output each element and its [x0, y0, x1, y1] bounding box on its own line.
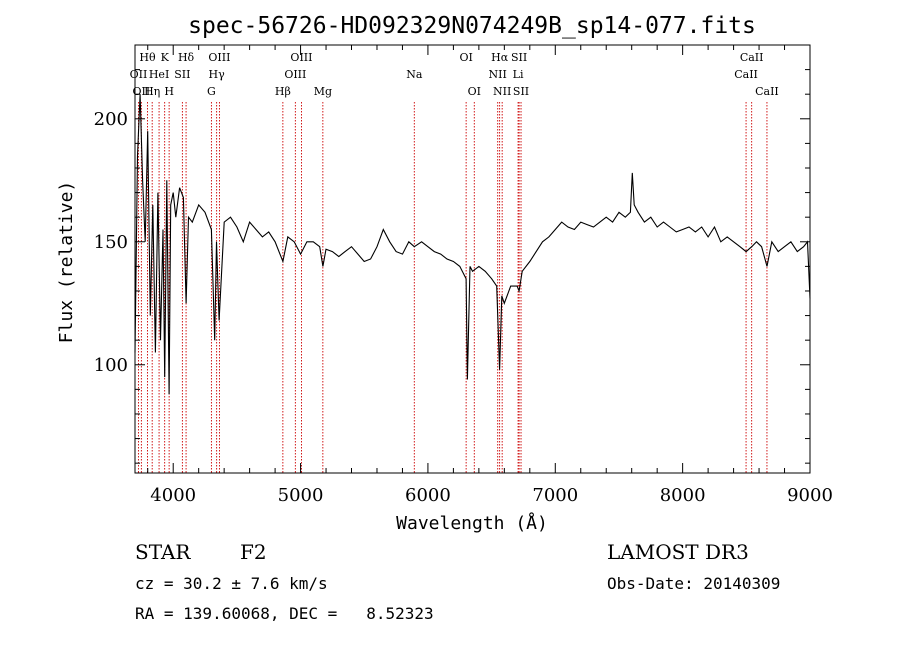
line-label-21: NII — [493, 85, 511, 98]
line-label-9: G — [207, 85, 216, 98]
line-label-8: Hδ — [178, 51, 195, 64]
line-label-18: OI — [468, 85, 481, 98]
survey-name: LAMOST DR3 — [607, 540, 749, 564]
chart-title: spec-56726-HD092329N074249B_sp14-077.fit… — [188, 13, 756, 39]
line-label-5: K — [161, 51, 170, 64]
line-label-6: H — [164, 85, 174, 98]
y-axis-label: Flux (relative) — [56, 181, 77, 344]
line-label-10: Hγ — [209, 68, 226, 81]
line-label-25: CaII — [734, 68, 758, 81]
coordinates: RA = 139.60068, DEC = 8.52323 — [135, 604, 434, 623]
line-label-13: OIII — [284, 68, 306, 81]
spectral-line-markers — [137, 102, 768, 473]
plot-frame — [134, 44, 811, 474]
obs-date: Obs-Date: 20140309 — [607, 574, 780, 593]
y-tick-label-2: 200 — [94, 109, 128, 130]
line-label-15: Mg — [314, 85, 332, 98]
line-label-27: CaII — [755, 85, 779, 98]
x-tick-label-1: 5000 — [278, 485, 324, 506]
spectrum-line — [134, 94, 811, 395]
x-tick-label-5: 9000 — [787, 485, 833, 506]
line-label-4: HeI — [149, 68, 169, 81]
line-label-11: OIII — [208, 51, 230, 64]
line-label-1: OII — [133, 85, 151, 98]
x-tick-label-4: 8000 — [660, 485, 706, 506]
object-type: STAR — [135, 540, 191, 564]
line-label-0: OII — [130, 68, 148, 81]
y-axis-ticks: 100 150 200 — [94, 69, 810, 464]
x-tick-label-3: 7000 — [532, 485, 578, 506]
line-label-3: Hη — [144, 85, 160, 98]
line-label-24: SII — [513, 85, 529, 98]
spectral-line-labels: OIIOIIHθHηHeIKHSIIHδGHγOIIIHβOIIIOIIIMgN… — [130, 51, 779, 98]
line-label-12: Hβ — [275, 85, 291, 98]
x-tick-label-2: 6000 — [405, 485, 451, 506]
line-label-14: OIII — [290, 51, 312, 64]
line-label-26: CaII — [740, 51, 764, 64]
line-label-20: Hα — [491, 51, 509, 64]
line-label-23: SII — [511, 51, 527, 64]
x-axis-ticks: 4000 5000 6000 7000 8000 9000 — [147, 45, 833, 506]
spectral-subclass: F2 — [240, 540, 267, 564]
line-label-19: NII — [489, 68, 507, 81]
line-label-17: OI — [459, 51, 472, 64]
line-label-16: Na — [406, 68, 423, 81]
y-tick-label-1: 150 — [94, 232, 128, 253]
x-axis-label: Wavelength (Å) — [396, 512, 548, 534]
line-label-7: SII — [174, 68, 190, 81]
line-label-2: Hθ — [139, 51, 156, 64]
y-tick-label-0: 100 — [94, 355, 128, 376]
redshift-value: cz = 30.2 ± 7.6 km/s — [135, 574, 328, 593]
x-tick-label-0: 4000 — [150, 485, 196, 506]
line-label-22: Li — [513, 68, 524, 81]
